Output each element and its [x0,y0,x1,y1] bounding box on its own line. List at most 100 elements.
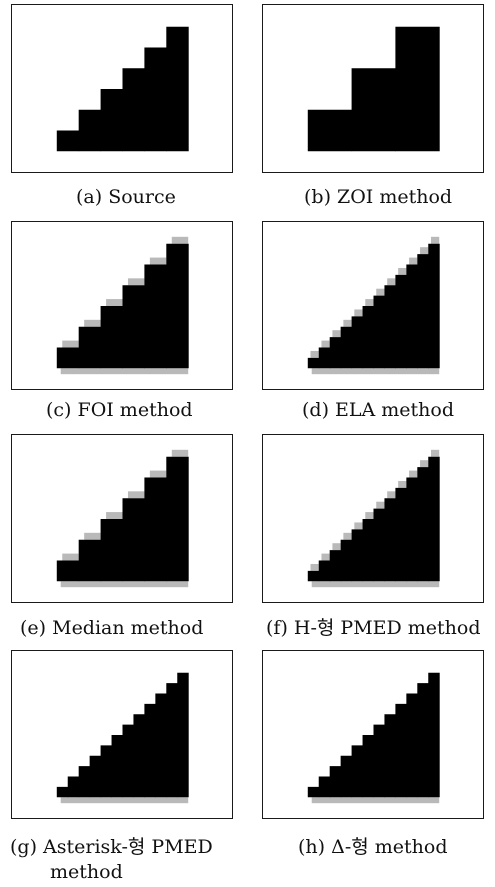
stair-step [428,243,440,369]
stair-step [373,724,385,798]
stair-step [166,243,189,369]
artifact-band [60,368,189,375]
artifact-mark [354,522,363,530]
artifact-mark [84,532,101,540]
caption-b: (b) ZOI method [304,186,453,208]
stair-step [166,683,178,798]
stair-step [78,109,102,152]
stair-step [307,786,320,798]
stair-step [56,560,80,582]
artifact-mark [430,236,440,244]
artifact-mark [387,491,396,499]
stair-step [307,357,320,369]
stair-step [78,766,91,798]
artifact-mark [365,512,374,519]
artifact-band [311,368,440,375]
artifact-mark [332,330,341,338]
artifact-mark [430,449,440,457]
stair-step [417,683,429,798]
artifact-mark [310,563,319,571]
stair-step [417,467,429,582]
stair-step [351,745,364,798]
artifact-mark [354,309,363,317]
artifact-mark [149,470,167,478]
artifact-mark [376,288,385,296]
stair-step [56,130,80,152]
artifact-mark [127,278,145,286]
stair-step [122,724,134,798]
stair-step [318,776,331,798]
caption-d: (d) ELA method [302,399,455,421]
stair-step [417,254,429,369]
stair-step [395,26,440,152]
stair-step [78,326,102,369]
stair-step [384,285,396,369]
stair-figure-g [56,672,189,804]
stair-figure-d [307,236,440,375]
artifact-band [311,581,440,588]
caption-h: (h) Δ-형 method [298,836,448,858]
artifact-mark [387,278,396,286]
stair-step [428,672,440,798]
artifact-mark [398,267,407,275]
panel-h-delta [262,650,484,819]
stair-step [373,508,385,582]
stair-step [351,68,396,152]
artifact-mark [398,480,407,488]
stair-step [122,498,145,582]
stair-step [122,68,145,152]
stair-step [307,109,353,152]
stair-step [395,487,407,582]
caption-a: (a) Source [76,186,176,208]
artifact-mark [310,350,319,358]
stair-step [166,456,189,582]
stair-figure-h [307,672,440,804]
stair-figure-a [56,26,189,152]
stair-figure-c [56,236,189,375]
caption-c: (c) FOI method [46,399,193,421]
artifact-mark [420,460,429,468]
stair-step [406,693,418,798]
stair-figure-b [307,26,440,152]
artifact-mark [409,470,418,478]
stair-step [100,88,123,152]
artifact-mark [332,543,341,551]
panel-b-zoi [262,4,484,173]
stair-step [428,456,440,582]
stair-step [307,570,320,582]
panel-d-ela [262,221,484,390]
stair-step [340,326,353,369]
panel-g-asterisk-pmed [11,650,233,819]
stair-step [67,776,80,798]
stair-figure-f [307,449,440,588]
artifact-mark [343,319,352,327]
artifact-mark [321,553,330,561]
artifact-mark [376,501,385,509]
stair-figure-e [56,449,189,588]
artifact-mark [106,299,123,306]
caption-f: (f) H-형 PMED method [266,617,481,639]
stair-step [373,295,385,369]
stair-step [362,305,374,369]
artifact-mark [365,299,374,306]
stair-step [56,347,80,369]
panel-e-median [11,434,233,603]
stair-step [177,672,189,798]
stair-step [100,745,113,798]
artifact-mark [62,553,79,561]
stair-step [144,47,167,152]
stair-step [340,539,353,582]
stair-step [78,539,102,582]
panel-f-h-pmed [262,434,484,603]
artifact-mark [171,449,189,457]
artifact-mark [149,257,167,265]
stair-step [166,26,189,152]
panel-a-source [11,4,233,173]
artifact-mark [343,532,352,540]
caption-e: (e) Median method [20,617,204,639]
stair-step [384,498,396,582]
artifact-mark [420,247,429,255]
stair-step [351,316,364,369]
artifact-mark [127,491,145,499]
stair-step [122,285,145,369]
